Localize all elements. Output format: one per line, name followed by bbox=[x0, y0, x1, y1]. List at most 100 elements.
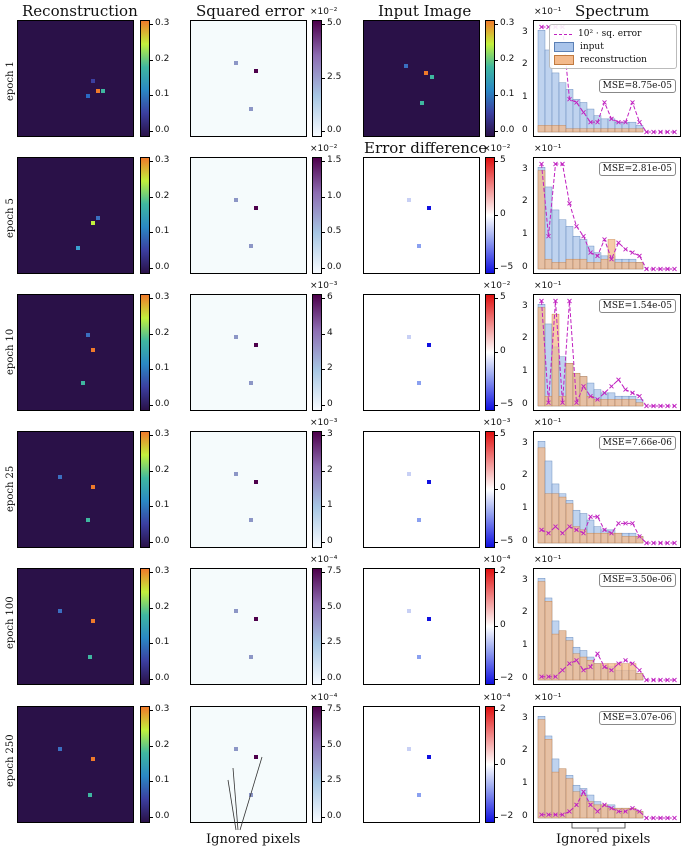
squared-error-multiplier: ×10⁻³ bbox=[310, 281, 338, 291]
sq-error-marker bbox=[567, 661, 572, 666]
sq-error-marker bbox=[581, 530, 586, 536]
error-pixel bbox=[234, 472, 238, 476]
reconstruction-bar bbox=[621, 399, 630, 407]
sq-error-marker bbox=[658, 403, 663, 409]
row-label: epoch 10 bbox=[5, 328, 16, 375]
bright-pixel bbox=[91, 619, 95, 623]
colorbar-tick bbox=[150, 506, 153, 508]
spectrum-tick-label: 0 bbox=[522, 536, 528, 546]
sq-error-marker bbox=[609, 116, 614, 122]
colorbar-tick bbox=[322, 607, 325, 609]
sq-error-marker bbox=[623, 246, 628, 252]
reconstruction-bar bbox=[551, 633, 560, 681]
spectrum-tick-label: 3 bbox=[522, 26, 528, 37]
reconstruction-bar bbox=[558, 262, 567, 270]
sq-error-marker bbox=[658, 266, 663, 272]
error-pixel bbox=[234, 61, 238, 65]
reconstruction-bar bbox=[614, 128, 623, 133]
colorbar-tick-label: 2 bbox=[327, 363, 333, 374]
spectrum-tick-label: 1 bbox=[522, 229, 528, 240]
colorbar-tick-label: 2.5 bbox=[327, 71, 342, 82]
legend-input-label: input bbox=[580, 41, 604, 52]
bright-pixel bbox=[404, 64, 408, 68]
reconstruction-bar bbox=[635, 402, 644, 407]
sq-error-marker bbox=[574, 657, 579, 663]
difference-pixel bbox=[407, 747, 411, 751]
reconstruction-bar bbox=[565, 128, 574, 133]
reconstruction-bar bbox=[586, 660, 595, 681]
colorbar-tick-label: 0.0 bbox=[327, 673, 342, 683]
reconstruction-image bbox=[17, 706, 134, 823]
spectrum-tick-label: 0 bbox=[522, 399, 528, 409]
error-difference-image bbox=[363, 157, 480, 274]
spectrum-panel: MSE=7.66e-06 bbox=[533, 431, 681, 548]
colorbar-tick bbox=[322, 161, 325, 162]
colorbar-tick bbox=[322, 232, 325, 234]
sq-error-marker bbox=[637, 393, 642, 399]
colorbar-tick bbox=[322, 405, 325, 406]
reconstruction-bar bbox=[593, 262, 602, 270]
error-difference-colorbar bbox=[485, 431, 495, 548]
sq-error-marker bbox=[637, 667, 642, 673]
sq-error-marker bbox=[630, 520, 635, 526]
colorbar-tick-label: 0.0 bbox=[155, 262, 170, 272]
sq-error-marker bbox=[630, 805, 635, 811]
bright-pixel bbox=[58, 609, 62, 613]
colorbar-tick bbox=[150, 710, 153, 711]
bright-pixel bbox=[91, 757, 95, 761]
spectrum-multiplier: ×10⁻¹ bbox=[534, 555, 562, 565]
reconstruction-image bbox=[17, 294, 134, 411]
bright-pixel bbox=[86, 518, 90, 522]
colorbar-tick bbox=[322, 333, 325, 335]
row-label: epoch 250 bbox=[5, 733, 16, 787]
colorbar-tick-label: 3 bbox=[327, 429, 333, 439]
sq-error-marker bbox=[630, 100, 635, 105]
colorbar-tick-label: 0.0 bbox=[155, 811, 170, 821]
sq-error-marker bbox=[567, 524, 572, 529]
sq-error-marker bbox=[539, 812, 544, 818]
colorbar-tick-label: 0.2 bbox=[155, 601, 170, 612]
error-pixel bbox=[234, 198, 238, 202]
reconstruction-bar bbox=[635, 128, 644, 133]
sq-error-marker bbox=[609, 383, 614, 389]
error-difference-colorbar bbox=[485, 157, 495, 274]
sq-error-marker bbox=[574, 224, 579, 229]
reconstruction-bar bbox=[572, 526, 581, 544]
reconstruction-bar bbox=[600, 258, 609, 270]
difference-pixel bbox=[417, 518, 421, 522]
reconstruction-bar bbox=[537, 719, 546, 819]
error-pixel bbox=[249, 793, 253, 797]
reconstruction-bar bbox=[593, 663, 602, 681]
sq-error-marker bbox=[553, 298, 558, 304]
reconstruction-bar bbox=[628, 128, 637, 133]
colorbar-tick bbox=[150, 196, 153, 198]
reconstruction-bar bbox=[628, 399, 637, 407]
sq-error-marker bbox=[588, 119, 593, 125]
row-label: epoch 100 bbox=[5, 595, 16, 649]
colorbar-tick-label: −5 bbox=[500, 262, 514, 272]
sq-error-marker bbox=[595, 809, 600, 814]
sq-error-marker bbox=[560, 667, 565, 673]
reconstruction-bar bbox=[544, 739, 553, 819]
bright-pixel bbox=[81, 381, 85, 385]
colorbar-tick bbox=[150, 333, 153, 335]
colorbar-tick-label: 0.1 bbox=[155, 637, 170, 648]
input-bar bbox=[558, 82, 567, 133]
colorbar-tick bbox=[150, 298, 153, 299]
bright-pixel bbox=[430, 75, 434, 79]
error-difference-image bbox=[363, 294, 480, 411]
sq-error-marker bbox=[539, 674, 544, 680]
sq-error-marker bbox=[595, 253, 600, 259]
sq-error-marker bbox=[623, 520, 628, 526]
reconstruction-bar bbox=[600, 663, 609, 681]
spectrum-tick-label: 2 bbox=[522, 470, 528, 481]
colorbar-tick bbox=[322, 643, 325, 645]
sq-error-marker bbox=[672, 540, 677, 546]
input-bar bbox=[544, 186, 553, 270]
colorbar-tick-label: 5.0 bbox=[327, 601, 342, 612]
error-difference-image bbox=[363, 431, 480, 548]
sq-error-marker bbox=[609, 530, 614, 536]
colorbar-tick bbox=[150, 131, 153, 132]
spectrum-tick-label: 1 bbox=[522, 503, 528, 514]
sq-error-marker bbox=[672, 677, 677, 683]
